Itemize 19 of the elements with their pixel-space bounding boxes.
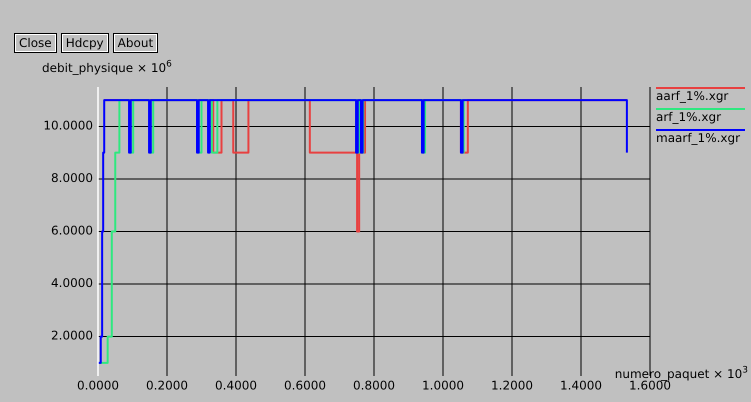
x-tick-label: 0.4000 xyxy=(215,378,257,392)
y-tick-label: 2.0000 xyxy=(51,328,93,343)
text: Close xyxy=(14,33,57,53)
text: aarf_1%.xgr xyxy=(656,89,728,104)
text: About xyxy=(112,33,158,53)
x-tick-label: 1.0000 xyxy=(422,378,464,392)
x-tick-label: 0.2000 xyxy=(146,378,188,392)
text: maarf_1%.xgr xyxy=(656,131,740,146)
y-tick-label: 6.0000 xyxy=(51,224,93,238)
text: arf_1%.xgr xyxy=(656,110,722,124)
x-tick-label: 1.2000 xyxy=(491,378,533,392)
text: Hdcpy xyxy=(60,33,109,53)
x-tick-label: 0.8000 xyxy=(353,378,395,392)
x-tick-label: 0.0000 xyxy=(77,378,119,392)
y-tick-label: 10.0000 xyxy=(43,118,93,133)
x-tick-label: 0.6000 xyxy=(284,378,326,392)
y-tick-label: 4.0000 xyxy=(51,276,93,290)
x-tick-label: 1.4000 xyxy=(560,378,602,392)
y-tick-label: 8.0000 xyxy=(51,171,93,186)
